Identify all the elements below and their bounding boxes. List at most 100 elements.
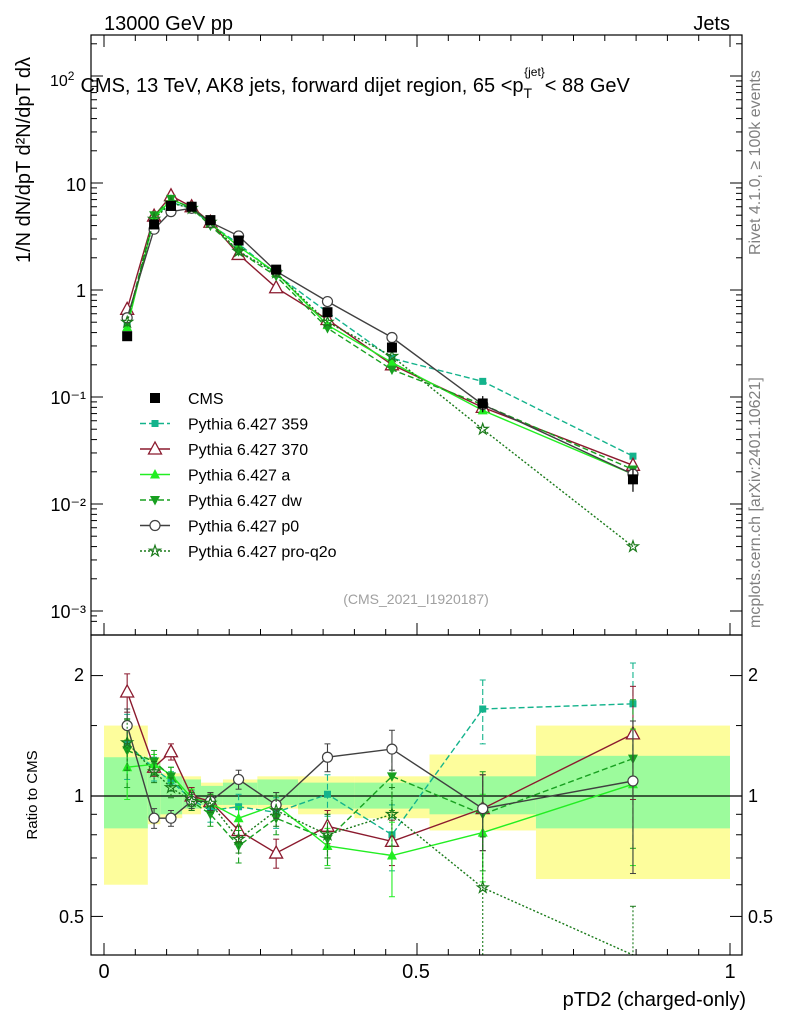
marker-circle-open: [321, 751, 334, 763]
marker-star: [163, 779, 179, 794]
marker-star: [203, 795, 218, 810]
marker-star: [184, 793, 199, 808]
marker-star: [231, 831, 246, 846]
marker-data: [386, 342, 397, 353]
marker-star: [146, 764, 162, 778]
marker-data: [477, 398, 488, 409]
analysis-id: (CMS_2021_I1920187): [343, 591, 489, 607]
x-tick-label: 0.5: [402, 961, 430, 983]
ratio-tick-label: 2: [74, 665, 84, 685]
marker-triangle-down: [386, 772, 397, 782]
marker-triangle-down: [271, 814, 282, 824]
x-axis-label: pTD2 (charged-only): [563, 989, 746, 1011]
series-line: [126, 202, 634, 548]
main-tick-label: 10⁻²: [50, 495, 86, 515]
energy-label: 13000 GeV pp: [104, 13, 233, 35]
marker-circle-open: [148, 812, 160, 824]
marker-star: [231, 243, 246, 258]
marker-triangle-down: [150, 496, 160, 506]
marker-data: [150, 393, 160, 403]
ratio-tick-label: 0.5: [59, 907, 84, 927]
y-axis-label-ratio: Ratio to CMS: [24, 750, 41, 839]
marker-square: [151, 420, 159, 427]
marker-triangle: [150, 469, 160, 479]
main-tick-label: 1: [76, 281, 86, 301]
marker-circle-open: [232, 773, 245, 786]
marker-star: [475, 421, 490, 436]
marker-triangle-open: [268, 279, 284, 294]
rivet-label: Rivet 4.1.0, ≥ 100k events: [747, 70, 764, 255]
legend: CMS Pythia 6.427 359 Pythia 6.427 370 Pythi…: [140, 391, 337, 561]
marker-circle-open: [149, 519, 161, 532]
marker-square: [479, 377, 487, 385]
legend-item: Pythia 6.427 pro-q2o: [140, 543, 337, 561]
marker-star: [384, 806, 400, 821]
legend-item: Pythia 6.427 359: [140, 417, 308, 434]
marker-triangle: [386, 849, 397, 860]
marker-data: [322, 307, 333, 318]
marker-star: [119, 734, 135, 749]
main-panel: [119, 187, 641, 553]
legend-label: CMS: [188, 391, 224, 408]
main-tick-label: 10: [66, 175, 86, 195]
legend-label: Pythia 6.427 p0: [188, 519, 299, 536]
marker-data: [149, 219, 160, 230]
category-label: Jets: [693, 13, 730, 35]
marker-star: [320, 827, 335, 841]
marker-star: [147, 543, 163, 558]
marker-data: [205, 215, 216, 226]
legend-item: Pythia 6.427 dw: [140, 493, 302, 510]
marker-star: [268, 802, 284, 817]
marker-square: [323, 790, 331, 798]
x-tick-label: 0: [98, 961, 109, 983]
marker-triangle-down: [165, 194, 176, 205]
ratio-tick-label-right: 0.5: [748, 907, 773, 927]
marker-triangle: [233, 812, 244, 823]
y-axis-label-main: 1/N dN/dpT d²N/dpT dλ: [13, 57, 35, 263]
marker-data: [233, 235, 244, 246]
marker-triangle-open: [268, 844, 284, 859]
marker-square: [479, 705, 487, 713]
marker-triangle: [386, 357, 397, 367]
x-tick-label: 1: [724, 961, 735, 983]
marker-triangle-open: [119, 683, 135, 698]
marker-data: [165, 200, 176, 211]
marker-circle-open: [165, 812, 177, 824]
marker-star: [320, 314, 335, 329]
marker-data: [627, 474, 638, 485]
legend-label: Pythia 6.427 dw: [188, 493, 302, 510]
marker-triangle-down: [386, 365, 397, 376]
marker-triangle-open: [147, 440, 163, 455]
url-label: mcplots.cern.ch [arXiv:2401.10621]: [747, 377, 764, 628]
legend-label: Pythia 6.427 370: [188, 442, 308, 459]
legend-label: Pythia 6.427 359: [188, 417, 308, 434]
marker-circle-open: [321, 295, 334, 308]
main-tick-label: 10⁻¹: [50, 388, 86, 408]
marker-square: [629, 452, 637, 460]
marker-circle-open: [121, 719, 133, 732]
legend-item: Pythia 6.427 a: [140, 468, 290, 485]
band-inner: [222, 782, 258, 805]
marker-circle-open: [386, 743, 398, 755]
plot-title: 102 CMS, 13 TeV, AK8 jets, forward dijet …: [50, 65, 631, 101]
marker-circle-open: [386, 331, 398, 344]
legend-item: CMS: [150, 391, 224, 408]
series-line: [126, 207, 634, 475]
marker-circle-open: [627, 775, 639, 787]
marker-star: [625, 538, 641, 553]
legend-item: Pythia 6.427 370: [140, 440, 308, 459]
legend-item: Pythia 6.427 p0: [140, 519, 299, 536]
marker-triangle-open: [163, 743, 179, 758]
marker-circle-open: [477, 803, 489, 815]
marker-data: [122, 331, 133, 342]
main-tick-label: 10⁻³: [50, 602, 86, 622]
marker-star: [475, 880, 490, 894]
ratio-tick-label-right: 2: [748, 665, 758, 685]
legend-label: Pythia 6.427 a: [188, 468, 290, 485]
marker-data: [186, 201, 197, 212]
legend-label: Pythia 6.427 pro-q2o: [188, 544, 337, 561]
ratio-tick-label: 1: [74, 786, 84, 806]
ratio-panel: [119, 662, 641, 956]
marker-triangle-down: [149, 211, 160, 221]
